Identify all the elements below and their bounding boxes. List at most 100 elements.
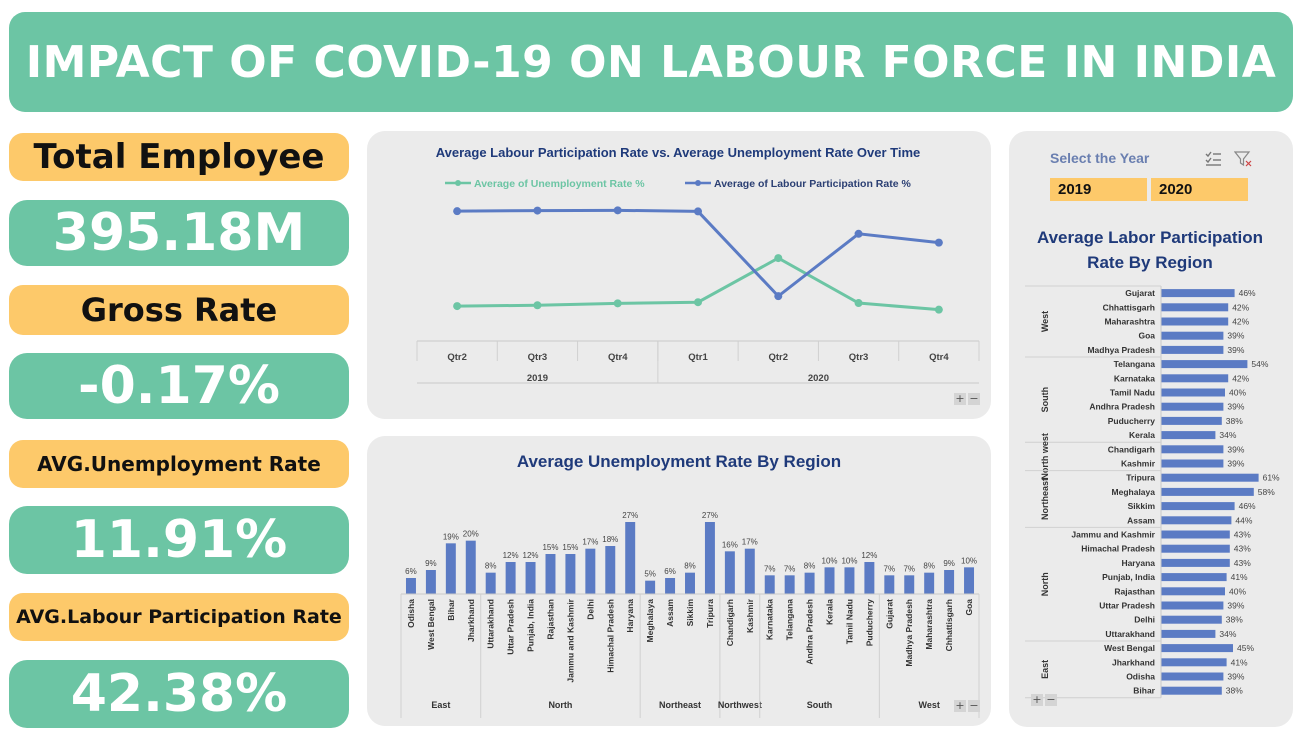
x-tick-label: Odisha — [406, 599, 416, 628]
bar — [665, 578, 676, 594]
slicer-option-2020[interactable]: 2020 — [1151, 178, 1248, 201]
x-tick-label: Qtr2 — [769, 352, 789, 363]
data-label: 42% — [1232, 317, 1249, 327]
chart-title: Rate By Region — [1087, 253, 1213, 272]
bar — [1161, 658, 1227, 667]
clear-filter-icon[interactable] — [1234, 151, 1252, 167]
collapse-button[interactable]: − — [968, 699, 980, 712]
x-tick-label: Chhattisgarh — [944, 599, 954, 651]
data-label: 15% — [542, 543, 558, 552]
bar — [1161, 317, 1229, 326]
y-tick-label: Himachal Pradesh — [1081, 544, 1155, 554]
bar — [525, 562, 536, 594]
bar — [1161, 644, 1233, 653]
bar — [405, 578, 416, 594]
y-tick-label: Madhya Pradesh — [1087, 345, 1155, 355]
bar — [924, 572, 935, 594]
data-label: 16% — [722, 540, 738, 549]
legend-marker — [455, 180, 461, 186]
bar — [1161, 289, 1235, 298]
bar — [565, 554, 576, 594]
data-label: 7% — [884, 564, 896, 573]
data-point — [613, 206, 622, 215]
slicer-option-2019[interactable]: 2019 — [1050, 178, 1147, 201]
bar — [1161, 601, 1224, 610]
data-label: 46% — [1239, 501, 1256, 511]
data-label: 39% — [1227, 601, 1244, 611]
collapse-button[interactable]: − — [1045, 693, 1057, 706]
chart-title: Average Labour Participation Rate vs. Av… — [436, 145, 921, 160]
bar — [445, 543, 456, 594]
data-label: 39% — [1227, 672, 1244, 682]
x-tick-label: Rajasthan — [545, 599, 555, 640]
y-tick-label: Kerala — [1129, 430, 1155, 440]
data-label: 19% — [443, 532, 459, 541]
bar — [1161, 686, 1222, 695]
hbar-chart-zoom: + − — [1031, 694, 1057, 706]
x-tick-label: Qtr4 — [929, 352, 949, 363]
data-label: 18% — [602, 535, 618, 544]
x-tick-label: Andhra Pradesh — [805, 599, 815, 665]
slicer-title: Select the Year — [1050, 150, 1150, 166]
x-tick-label: Qtr3 — [528, 352, 548, 363]
collapse-button[interactable]: − — [968, 392, 980, 405]
expand-button[interactable]: + — [954, 699, 966, 712]
y-tick-label: Sikkim — [1128, 501, 1156, 511]
bar — [1161, 629, 1216, 638]
data-label: 10% — [841, 556, 857, 565]
y-tick-label: Telangana — [1114, 359, 1156, 369]
data-label: 58% — [1258, 487, 1275, 497]
expand-button[interactable]: + — [1031, 693, 1043, 706]
bar-chart-zoom: + − — [954, 700, 980, 712]
data-label: 12% — [503, 551, 519, 560]
x-tick-label: Kashmir — [745, 598, 755, 633]
data-point — [533, 301, 542, 310]
data-label: 12% — [861, 551, 877, 560]
data-label: 5% — [644, 570, 656, 579]
data-label: 38% — [1226, 615, 1243, 625]
x-tick-label: Qtr1 — [688, 352, 708, 363]
data-label: 17% — [582, 538, 598, 547]
bar — [1161, 459, 1224, 468]
data-label: 42% — [1232, 373, 1249, 383]
data-point — [694, 298, 702, 307]
bar — [1161, 473, 1259, 482]
data-label: 61% — [1263, 473, 1280, 483]
x-tick-label: Qtr4 — [608, 352, 628, 363]
group-label: South — [807, 700, 833, 710]
expand-button[interactable]: + — [954, 392, 966, 405]
bar — [884, 575, 895, 594]
data-label: 15% — [562, 543, 578, 552]
avg-lpr-value: 42.38% — [9, 660, 349, 728]
bar — [1161, 502, 1235, 511]
bar — [1161, 587, 1225, 596]
y-tick-label: Assam — [1127, 515, 1155, 525]
group-label: East — [1040, 660, 1050, 679]
y-tick-label: Chhattisgarh — [1103, 302, 1155, 312]
bar — [764, 575, 775, 594]
data-point — [613, 299, 622, 308]
bar — [545, 554, 556, 594]
data-point — [453, 302, 462, 311]
multi-select-icon[interactable] — [1204, 151, 1222, 167]
data-label: 54% — [1251, 359, 1268, 369]
line-chart-panel: Average Labour Participation Rate vs. Av… — [367, 131, 991, 419]
bar — [1161, 416, 1222, 425]
x-tick-label: Meghalaya — [645, 599, 655, 643]
bar — [1161, 345, 1224, 354]
x-tick-label: Punjab, India — [526, 599, 536, 652]
y-tick-label: Haryana — [1121, 558, 1155, 568]
y-tick-label: Rajasthan — [1114, 586, 1155, 596]
bar — [485, 572, 496, 594]
y-tick-label: Bihar — [1133, 686, 1155, 696]
avg-unemployment-value: 11.91% — [9, 506, 349, 574]
bar — [844, 567, 855, 594]
avg-unemployment-label: AVG.Unemployment Rate — [9, 440, 349, 488]
bar — [1161, 487, 1254, 496]
group-label: Northeast — [1040, 478, 1050, 520]
x-tick-label: Tripura — [705, 599, 715, 628]
group-label: South — [1040, 387, 1050, 413]
bar — [465, 540, 476, 594]
region-lpr-panel: Average Labor Participation Rate By Regio… — [1009, 131, 1293, 727]
bar — [1161, 360, 1248, 369]
